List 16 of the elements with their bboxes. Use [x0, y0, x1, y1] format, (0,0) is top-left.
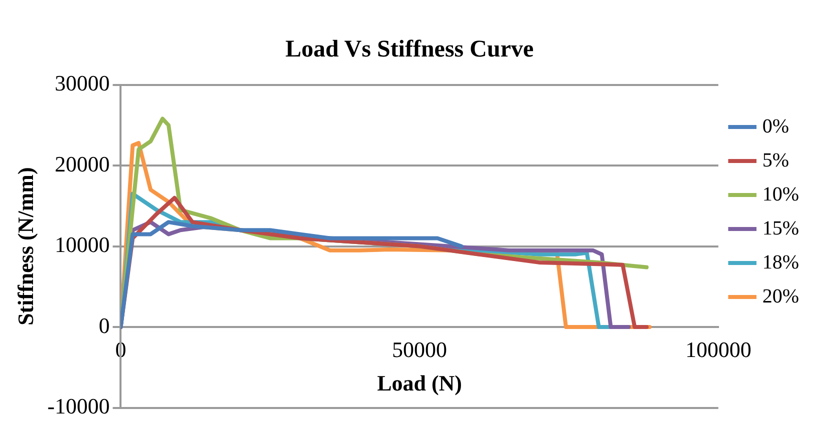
- y-tick-label: 10000: [54, 232, 110, 258]
- x-tick-label: 50000: [392, 337, 448, 362]
- chart-title: Load Vs Stiffness Curve: [285, 36, 534, 63]
- legend-label: 5%: [762, 149, 790, 172]
- y-tick-label: -10000: [47, 394, 110, 419]
- legend-label: 10%: [762, 183, 800, 206]
- legend-label: 15%: [762, 217, 800, 240]
- legend-label: 0%: [762, 115, 790, 138]
- x-axis-title: Load (N): [377, 370, 462, 396]
- y-axis-title: Stiffness (N/mm): [12, 167, 38, 326]
- y-tick-label: 0: [98, 312, 110, 338]
- y-tick-label: 20000: [54, 151, 110, 176]
- legend-label: 20%: [762, 285, 800, 308]
- y-tick-label: 30000: [54, 70, 110, 96]
- x-tick-label: 100000: [685, 337, 752, 362]
- legend-label: 18%: [762, 251, 800, 274]
